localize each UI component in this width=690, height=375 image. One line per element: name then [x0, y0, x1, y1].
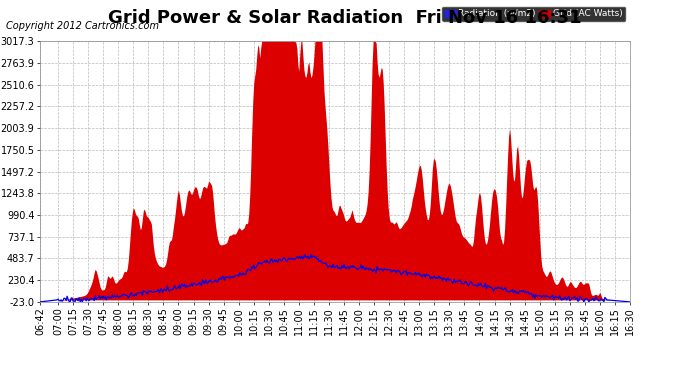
Legend: Radiation (w/m2), Grid (AC Watts): Radiation (w/m2), Grid (AC Watts) — [442, 7, 625, 21]
Text: Copyright 2012 Cartronics.com: Copyright 2012 Cartronics.com — [6, 21, 159, 31]
Text: Grid Power & Solar Radiation  Fri Nov 16 16:31: Grid Power & Solar Radiation Fri Nov 16 … — [108, 9, 582, 27]
